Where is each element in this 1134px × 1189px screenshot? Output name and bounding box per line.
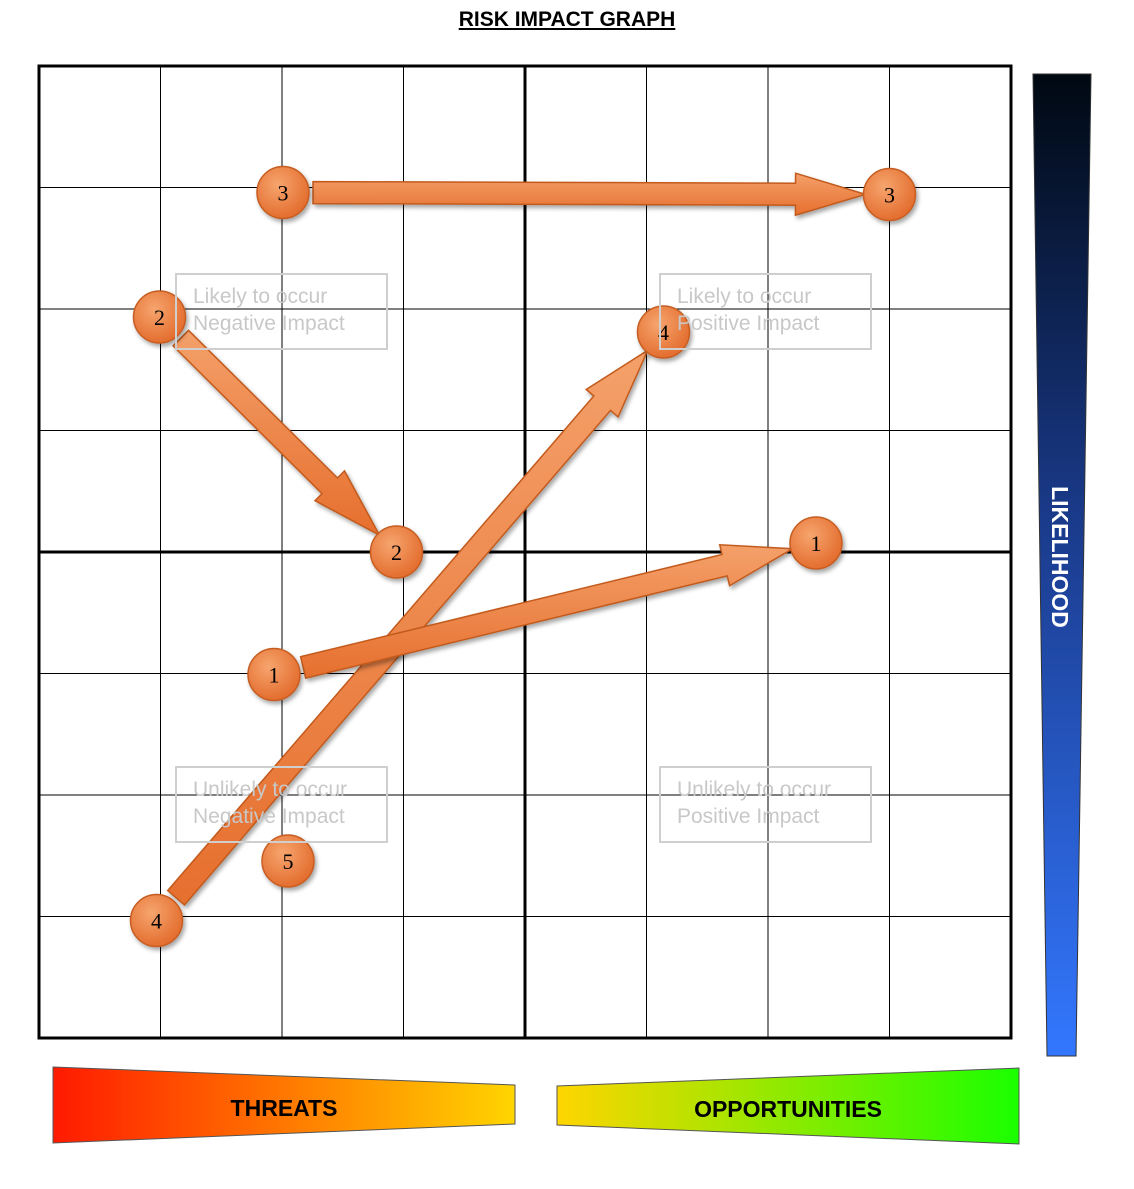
risk-marker: 4 (129, 893, 184, 948)
markers-layer: 3 3 2 4 2 1 1 5 4 (129, 165, 917, 948)
risk-marker-circle (129, 893, 184, 948)
risk-marker-circle (132, 290, 187, 344)
quadrant-label-likely-negative: Likely to occur Negative Impact (175, 273, 388, 350)
risk-marker-label: 2 (154, 305, 165, 330)
risk-marker: 3 (862, 167, 917, 222)
risk-marker-circle (261, 834, 315, 888)
arrow (312, 172, 869, 217)
risk-marker-circle (247, 647, 301, 702)
opportunities-label: OPPORTUNITIES (694, 1096, 882, 1122)
risk-marker-circle (256, 165, 310, 220)
risk-marker-circle (789, 516, 843, 570)
risk-marker-circle (636, 305, 691, 359)
risk-marker: 5 (261, 834, 315, 888)
quadrant-label-unlikely-negative: Unlikely to occur Negative Impact (175, 766, 388, 843)
likelihood-label: LIKELIHOOD (1047, 486, 1073, 628)
risk-marker: 1 (247, 647, 301, 702)
quadrant-label-likely-positive: Likely to occur Positive Impact (659, 273, 872, 350)
risk-marker: 2 (369, 525, 424, 579)
graph-title: RISK IMPACT GRAPH (458, 8, 676, 31)
threats-band (52, 1066, 516, 1144)
quadrant-label-unlikely-positive: Unlikely to occur Positive Impact (659, 766, 872, 843)
risk-marker-label: 1 (269, 663, 280, 688)
risk-marker: 1 (789, 516, 843, 570)
risk-marker-label: 4 (658, 320, 669, 345)
risk-marker: 4 (636, 305, 691, 359)
arrows-layer (166, 172, 869, 907)
risk-marker-label: 2 (391, 540, 402, 565)
opportunities-band (556, 1067, 1020, 1145)
threats-label: THREATS (231, 1095, 338, 1121)
arrow (172, 329, 382, 537)
risk-marker-label: 3 (884, 183, 895, 208)
risk-marker-label: 4 (151, 909, 162, 934)
grid (37, 64, 1013, 1040)
risk-marker: 3 (256, 165, 310, 220)
risk-marker-circle (369, 525, 424, 579)
grid-border (37, 64, 1013, 1040)
likelihood-band (1032, 73, 1092, 1057)
risk-marker-label: 5 (283, 849, 294, 874)
risk-marker-label: 3 (278, 181, 289, 206)
risk-marker: 2 (132, 290, 187, 344)
arrow (299, 543, 796, 680)
risk-marker-circle (862, 167, 917, 222)
risk-marker-label: 1 (811, 531, 822, 556)
